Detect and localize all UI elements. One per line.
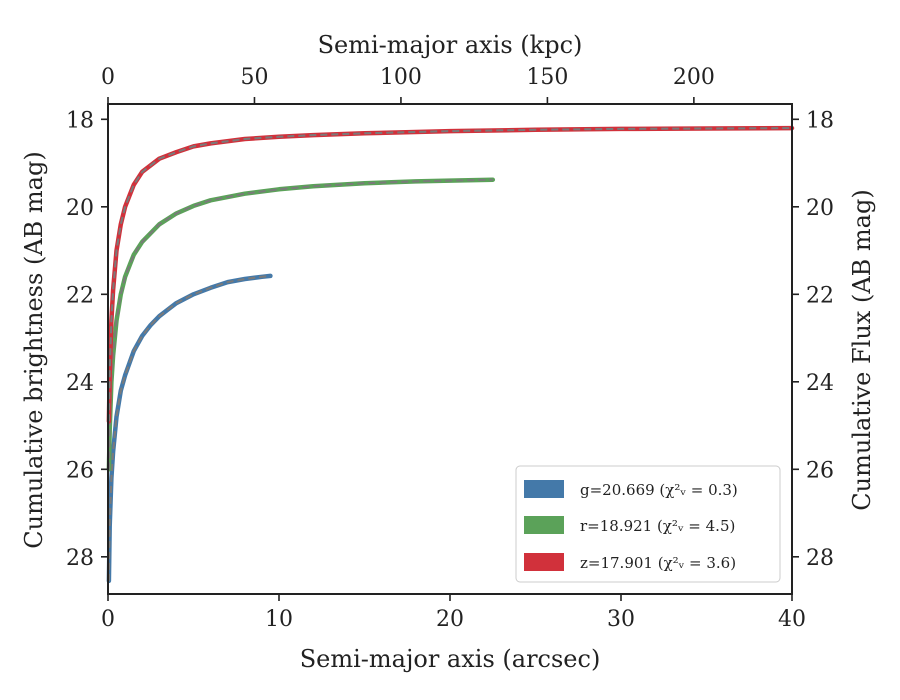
y2-tick-label: 20	[806, 196, 834, 221]
x2-tick-label: 150	[526, 65, 568, 90]
x2-axis-title: Semi-major axis (kpc)	[318, 31, 583, 59]
x-tick-label: 0	[101, 607, 115, 632]
x2-tick-label: 0	[101, 65, 115, 90]
legend-entry-z: z=17.901 (χ²ᵥ = 3.6)	[524, 553, 736, 572]
y2-tick-label: 26	[806, 458, 834, 483]
y2-tick-label: 22	[806, 283, 834, 308]
y-tick-label: 20	[66, 196, 94, 221]
legend-swatch-g	[524, 480, 564, 498]
x2-tick-label: 50	[240, 65, 268, 90]
legend-box	[515, 465, 781, 583]
y-tick-label: 28	[66, 546, 94, 571]
y2-axis-title: Cumulative Flux (AB mag)	[848, 189, 876, 510]
model-line-r	[107, 178, 493, 470]
x2-tick-label: 100	[380, 65, 422, 90]
x-tick-label: 20	[436, 607, 464, 632]
legend-swatch-r	[524, 516, 564, 534]
legend: g=20.669 (χ²ᵥ = 0.3) r=18.921 (χ²ᵥ = 4.5…	[515, 465, 781, 583]
y2-tick-label: 28	[806, 546, 834, 571]
y-tick-label: 18	[66, 108, 94, 133]
legend-swatch-z	[524, 553, 564, 571]
legend-entry-g: g=20.669 (χ²ᵥ = 0.3)	[524, 480, 738, 499]
legend-label-g: g=20.669 (χ²ᵥ = 0.3)	[580, 481, 738, 499]
model-line-g	[107, 274, 271, 581]
series-layer	[106, 125, 795, 584]
x2-tick-label: 200	[673, 65, 715, 90]
y-axis-title: Cumulative brightness (AB mag)	[20, 151, 48, 548]
y2-tick-label: 18	[806, 108, 834, 133]
legend-entry-r: r=18.921 (χ²ᵥ = 4.5)	[524, 516, 735, 535]
legend-label-z: z=17.901 (χ²ᵥ = 3.6)	[580, 554, 736, 572]
y-tick-label: 22	[66, 283, 94, 308]
y2-tick-label: 24	[806, 371, 834, 396]
legend-label-r: r=18.921 (χ²ᵥ = 4.5)	[580, 517, 735, 535]
x-tick-label: 40	[778, 607, 806, 632]
y-tick-label: 24	[66, 371, 94, 396]
plot-frame	[107, 103, 793, 595]
model-line-z	[107, 127, 793, 422]
x-axis-title: Semi-major axis (arcsec)	[300, 645, 601, 673]
ticks-layer: 0 10 20 30 40 0 50 100 150 200 18 20 22 24 26 28 18 20 22 2…	[66, 65, 834, 632]
x-tick-label: 30	[607, 607, 635, 632]
y-tick-label: 26	[66, 458, 94, 483]
x-tick-label: 10	[265, 607, 293, 632]
